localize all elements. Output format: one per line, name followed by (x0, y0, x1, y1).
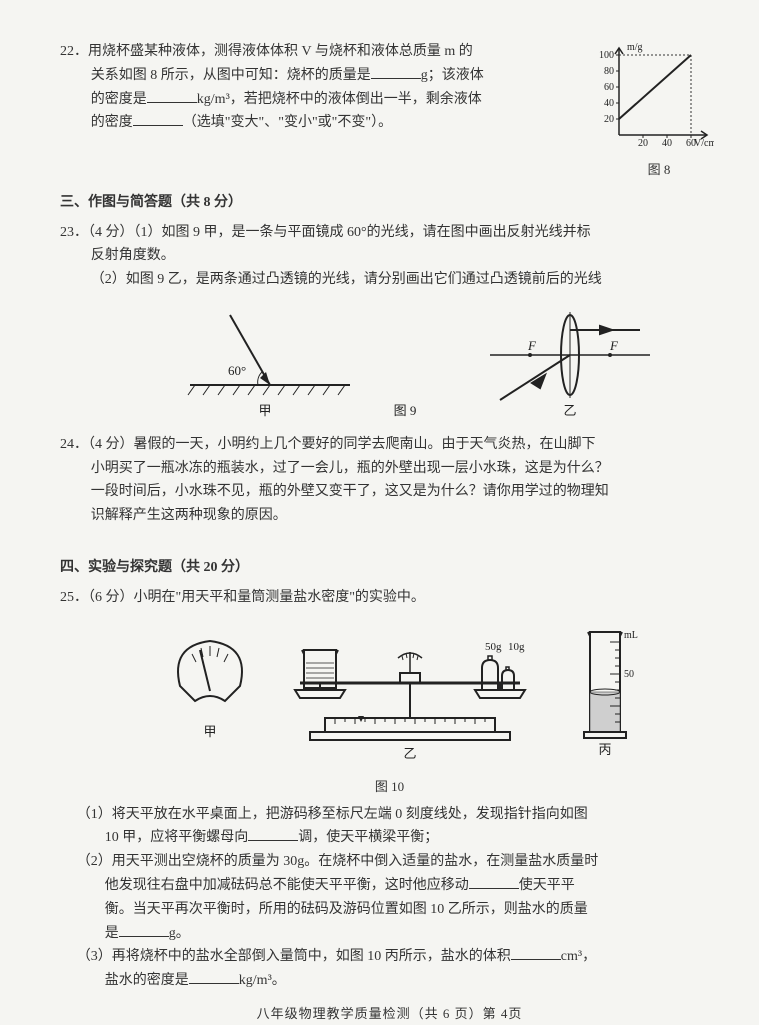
q24-num: 24． (60, 437, 88, 452)
yt0: 100 (599, 50, 614, 61)
s2b: 他发现往右盘中加减砝码总不能使天平平衡，这时他应移动 (105, 878, 469, 893)
s1c: 调，使天平横梁平衡； (298, 830, 438, 845)
q24-l4: 识解释产生这两种现象的原因。 (60, 504, 719, 528)
q25s2-l1: （2）用天平测出空烧杯的质量为 30g。在烧杯中倒入适量的盐水，在测量盐水质量时 (60, 850, 719, 874)
fig10-wrap: 甲 (60, 618, 719, 799)
blank-vol[interactable] (511, 946, 561, 960)
fig10-caption: 图 10 (60, 776, 719, 798)
q22-l3b: kg/m³，若把烧杯中的液体倒出一半，剩余液体 (197, 92, 482, 107)
q24-l3: 一段时间后，小水珠不见，瓶的外壁又变干了，这又是为什么？请你用学过的物理知 (60, 480, 719, 504)
yt1: 80 (604, 66, 614, 77)
blank-change[interactable] (133, 112, 183, 126)
q22-l3a: 的密度是 (91, 92, 147, 107)
s2f: g。 (169, 926, 190, 941)
w10: 10g (508, 641, 525, 653)
page-footer: 八年级物理教学质量检测（共 6 页）第 4页 (60, 1003, 719, 1025)
s3a: （3）再将烧杯中的盐水全部倒入量筒中，如图 10 丙所示，盐水的体积 (77, 949, 511, 964)
q24-l2: 小明买了一瓶冰冻的瓶装水，过了一会儿，瓶的外壁出现一层小水珠，这是为什么？ (60, 457, 719, 481)
fig9-wrap: 60° 甲 图 9 F F 乙 (60, 300, 719, 429)
q24-line1: 24．（4 分）暑假的一天，小明约上几个要好的同学去爬南山。由于天气炎热，在山脚… (60, 433, 719, 457)
q25-num: 25． (60, 590, 88, 605)
yt2: 60 (604, 82, 614, 93)
fig9-left-label: 甲 (258, 403, 271, 418)
fig9-right-label: 乙 (563, 403, 576, 418)
q23-head: （4 分）（1）如图 9 甲，是一条与平面镜成 60°的光线，请在图中画出反射光… (88, 225, 591, 240)
s3b: cm³， (561, 949, 596, 964)
yt4: 20 (604, 114, 614, 125)
q25-head: （6 分）小明在"用天平和量筒测量盐水密度"的实验中。 (88, 590, 425, 605)
q22-row: 22．用烧杯盛某种液体，测得液体体积 V 与烧杯和液体总质量 m 的 关系如图 … (60, 40, 719, 181)
s1a: （1）将天平放在水平桌面上，把游码移至标尺左端 0 刻度线处，发现指针指向如图 (77, 807, 588, 822)
fig9-svg: 60° 甲 图 9 F F 乙 (110, 300, 670, 420)
yt3: 40 (604, 98, 614, 109)
cyl-50: 50 (624, 669, 634, 680)
blank-mass2[interactable] (119, 923, 169, 937)
blank-direction[interactable] (248, 827, 298, 841)
chart8-wrap: 100 80 60 40 20 20 40 60 m/g V/cm³ 图 8 (599, 40, 719, 181)
section4-title: 四、实验与探究题（共 20 分） (60, 556, 719, 580)
s3c: 盐水的密度是 (105, 973, 189, 988)
chart8-svg: 100 80 60 40 20 20 40 60 m/g V/cm³ (599, 40, 714, 150)
fig10-right: 丙 (598, 742, 611, 757)
q24-l1: （4 分）暑假的一天，小明约上几个要好的同学去爬南山。由于天气炎热，在山脚下 (88, 437, 596, 452)
q23-line2: 反射角度数。 (60, 244, 719, 268)
q23-num: 23． (60, 225, 88, 240)
q25s1-l1: （1）将天平放在水平桌面上，把游码移至标尺左端 0 刻度线处，发现指针指向如图 (60, 803, 719, 827)
blank-density[interactable] (147, 89, 197, 103)
w50: 50g (485, 641, 502, 653)
fig10-svg: 甲 (110, 618, 670, 768)
F2: F (609, 338, 619, 353)
q22-l2b: g；该液体 (421, 68, 484, 83)
q22-l4b: （选填"变大"、"变小"或"不变"）。 (183, 115, 392, 130)
fig9-caption: 图 9 (393, 403, 416, 418)
fig8-caption: 图 8 (599, 159, 719, 181)
q25s1-l2: 10 甲，应将平衡螺母向 调，使天平横梁平衡； (60, 826, 719, 850)
s2a: （2）用天平测出空烧杯的质量为 30g。在烧杯中倒入适量的盐水，在测量盐水质量时 (77, 854, 599, 869)
q22-l4a: 的密度 (91, 115, 133, 130)
q25s2-l2: 他发现往右盘中加减砝码总不能使天平平衡，这时他应移动 使天平平 (60, 874, 719, 898)
fig10-mid: 乙 (403, 746, 416, 761)
section3-title: 三、作图与简答题（共 8 分） (60, 191, 719, 215)
q23-sub2: （2）如图 9 乙，是两条通过凸透镜的光线，请分别画出它们通过凸透镜前后的光线 (60, 268, 719, 292)
angle-label: 60° (228, 363, 246, 378)
q22-l2a: 关系如图 8 所示，从图中可知：烧杯的质量是 (91, 68, 371, 83)
blank-mass[interactable] (371, 65, 421, 79)
s2d: 衡。当天平再次平衡时，所用的砝码及游码位置如图 10 乙所示，则盐水的质量 (105, 902, 588, 917)
q25s2-l3: 衡。当天平再次平衡时，所用的砝码及游码位置如图 10 乙所示，则盐水的质量 (60, 898, 719, 922)
q22-line2: 关系如图 8 所示，从图中可知：烧杯的质量是 g；该液体 (60, 64, 593, 88)
F1: F (527, 338, 537, 353)
q22-line4: 的密度 （选填"变大"、"变小"或"不变"）。 (60, 111, 593, 135)
blank-dens2[interactable] (189, 970, 239, 984)
s2e: 是 (105, 926, 119, 941)
q25s3-l1: （3）再将烧杯中的盐水全部倒入量筒中，如图 10 丙所示，盐水的体积 cm³， (60, 945, 719, 969)
xt1: 40 (662, 138, 672, 149)
q25s3-l2: 盐水的密度是 kg/m³。 (60, 969, 719, 993)
s1b: 10 甲，应将平衡螺母向 (105, 830, 249, 845)
q25s2-l4: 是 g。 (60, 922, 719, 946)
xt0: 20 (638, 138, 648, 149)
q22-line1: 22．用烧杯盛某种液体，测得液体体积 V 与烧杯和液体总质量 m 的 (60, 40, 593, 64)
s2c: 使天平平 (519, 878, 575, 893)
q25-line1: 25．（6 分）小明在"用天平和量筒测量盐水密度"的实验中。 (60, 586, 719, 610)
fig10-left: 甲 (203, 724, 216, 739)
cyl-ml: mL (624, 630, 638, 641)
q22-line3: 的密度是 kg/m³，若把烧杯中的液体倒出一半，剩余液体 (60, 88, 593, 112)
q23-line1: 23．（4 分）（1）如图 9 甲，是一条与平面镜成 60°的光线，请在图中画出… (60, 221, 719, 245)
q22-l1: 用烧杯盛某种液体，测得液体体积 V 与烧杯和液体总质量 m 的 (88, 44, 473, 59)
s3d: kg/m³。 (239, 973, 286, 988)
xlabel: V/cm³ (694, 138, 714, 149)
blank-move[interactable] (469, 875, 519, 889)
ylabel: m/g (627, 42, 643, 53)
q22-num: 22． (60, 44, 88, 59)
